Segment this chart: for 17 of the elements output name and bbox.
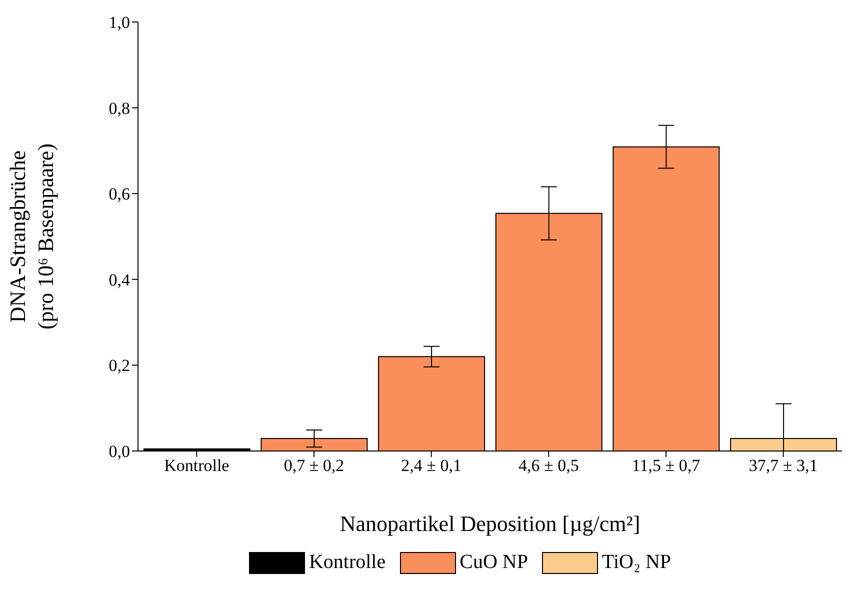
legend-label: CuO NP — [460, 551, 528, 574]
x-axis-title: Nanopartikel Deposition [µg/cm²] — [340, 511, 640, 536]
x-tick-label: 2,4 ± 0,1 — [401, 456, 462, 476]
y-tick-label: 0,8 — [108, 98, 130, 118]
x-tick-label: 11,5 ± 0,7 — [632, 456, 701, 476]
y-axis-title: DNA-Strangbrüche (pro 10⁶ Basenpaare) — [5, 143, 58, 330]
y-tick-label: 1,0 — [108, 13, 130, 32]
x-tick-label: 0,7 ± 0,2 — [284, 456, 344, 476]
y-tick-label: 0,4 — [108, 270, 130, 290]
y-tick-label: 0,0 — [108, 442, 130, 462]
legend-label: Kontrolle — [308, 551, 386, 574]
legend-label: TiO₂ NP — [602, 551, 672, 574]
y-tick-label: 0,2 — [108, 356, 130, 376]
y-tick-label: 0,6 — [108, 184, 130, 204]
x-tick-label: 37,7 ± 3,1 — [748, 456, 818, 476]
x-tick-label: 4,6 ± 0,5 — [518, 456, 579, 476]
x-tick-label: Kontrolle — [164, 456, 230, 476]
